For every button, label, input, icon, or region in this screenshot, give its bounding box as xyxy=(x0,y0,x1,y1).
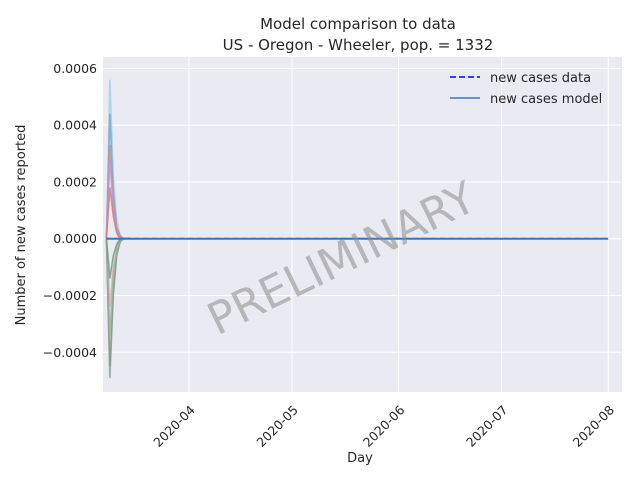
chart-subtitle: US - Oregon - Wheeler, pop. = 1332 xyxy=(223,36,494,54)
y-tick-label: 0.0004 xyxy=(53,118,97,133)
legend-label-model: new cases model xyxy=(490,92,602,107)
legend: new cases data new cases model xyxy=(450,71,602,107)
y-tick-label: 0.0006 xyxy=(53,61,97,76)
plot-area xyxy=(103,57,622,392)
y-tick-label: 0.0000 xyxy=(53,231,97,246)
y-tick-label: −0.0004 xyxy=(43,345,97,360)
legend-label-data: new cases data xyxy=(490,71,591,86)
chart-title: Model comparison to data xyxy=(260,15,456,33)
y-tick-label: −0.0002 xyxy=(43,288,97,303)
x-axis-label: Day xyxy=(347,451,373,466)
y-axis-label: Number of new cases reported xyxy=(14,125,29,326)
series-layer xyxy=(105,79,609,378)
y-tick-label: 0.0002 xyxy=(53,174,97,189)
